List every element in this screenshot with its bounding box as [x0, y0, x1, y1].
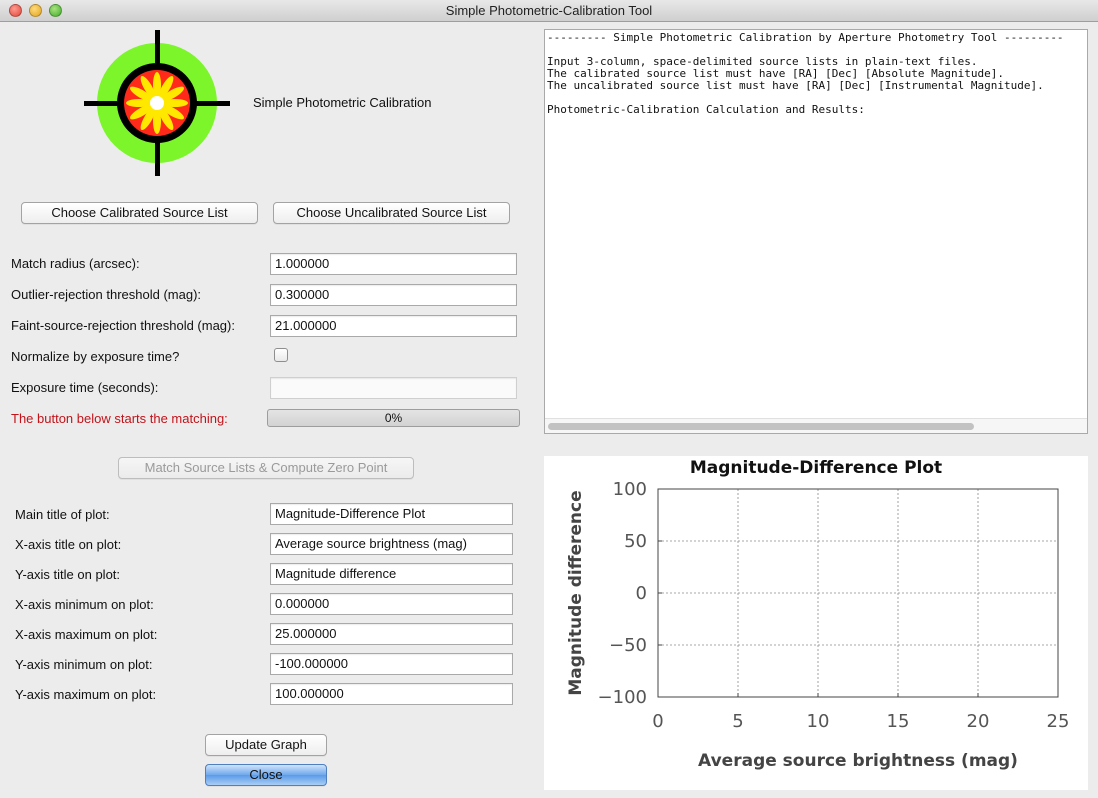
plot-canvas: 0 5 10 15 20 25 100 50 0 −50 −100 Magnitude-Differe…	[566, 458, 1070, 771]
y-tick-label: 50	[624, 531, 647, 552]
start-matching-label: The button below starts the matching:	[11, 411, 228, 426]
results-text-area[interactable]: --------- Simple Photometric Calibration…	[544, 29, 1088, 434]
yaxis-min-field[interactable]: -100.000000	[270, 653, 513, 675]
minimize-window-icon[interactable]	[29, 4, 42, 17]
exposure-time-label: Exposure time (seconds):	[11, 380, 159, 395]
faint-threshold-label: Faint-source-rejection threshold (mag):	[11, 318, 235, 333]
main-title-field[interactable]: Magnitude-Difference Plot	[270, 503, 513, 525]
yaxis-title-field[interactable]: Magnitude difference	[270, 563, 513, 585]
horizontal-scrollbar[interactable]	[545, 418, 1087, 433]
x-axis-title: Average source brightness (mag)	[698, 751, 1018, 771]
magnitude-difference-plot: 0 5 10 15 20 25 100 50 0 −50 −100 Magnitude-Differe…	[544, 456, 1088, 790]
xaxis-min-field[interactable]: 0.000000	[270, 593, 513, 615]
y-tick-label: −100	[598, 687, 647, 708]
yaxis-max-field[interactable]: 100.000000	[270, 683, 513, 705]
xaxis-max-field[interactable]: 25.000000	[270, 623, 513, 645]
y-tick-label: −50	[609, 635, 647, 656]
close-window-icon[interactable]	[9, 4, 22, 17]
results-text: --------- Simple Photometric Calibration…	[547, 31, 1064, 116]
zoom-window-icon[interactable]	[49, 4, 62, 17]
x-tick-label: 20	[967, 711, 990, 732]
x-tick-label: 0	[652, 711, 663, 732]
x-tick-label: 25	[1047, 711, 1070, 732]
target-logo-icon	[84, 30, 230, 176]
match-compute-button[interactable]: Match Source Lists & Compute Zero Point	[118, 457, 414, 479]
update-graph-button[interactable]: Update Graph	[205, 734, 327, 756]
match-radius-label: Match radius (arcsec):	[11, 256, 140, 271]
yaxis-min-label: Y-axis minimum on plot:	[15, 657, 153, 672]
xaxis-max-label: X-axis maximum on plot:	[15, 627, 158, 642]
app-heading: Simple Photometric Calibration	[253, 95, 432, 110]
xaxis-title-field[interactable]: Average source brightness (mag)	[270, 533, 513, 555]
window-titlebar: Simple Photometric-Calibration Tool	[0, 0, 1098, 22]
matching-progress-bar: 0%	[267, 409, 520, 427]
match-radius-field[interactable]: 1.000000	[270, 253, 517, 275]
progress-text: 0%	[384, 411, 403, 425]
xaxis-title-label: X-axis title on plot:	[15, 537, 122, 552]
window-title: Simple Photometric-Calibration Tool	[445, 3, 653, 18]
outlier-threshold-field[interactable]: 0.300000	[270, 284, 517, 306]
x-tick-label: 5	[732, 711, 743, 732]
scrollbar-thumb[interactable]	[548, 423, 974, 430]
x-tick-label: 15	[887, 711, 910, 732]
y-tick-label: 0	[636, 583, 647, 604]
plot-title: Magnitude-Difference Plot	[690, 458, 942, 478]
y-axis-title: Magnitude difference	[566, 490, 586, 695]
normalize-label: Normalize by exposure time?	[11, 349, 180, 364]
faint-threshold-field[interactable]: 21.000000	[270, 315, 517, 337]
exposure-time-field[interactable]	[270, 377, 517, 399]
main-title-label: Main title of plot:	[15, 507, 110, 522]
outlier-threshold-label: Outlier-rejection threshold (mag):	[11, 287, 202, 302]
y-tick-label: 100	[613, 479, 647, 500]
xaxis-min-label: X-axis minimum on plot:	[15, 597, 154, 612]
choose-calibrated-button[interactable]: Choose Calibrated Source List	[21, 202, 258, 224]
normalize-checkbox[interactable]	[274, 348, 288, 362]
yaxis-title-label: Y-axis title on plot:	[15, 567, 121, 582]
close-button[interactable]: Close	[205, 764, 327, 786]
x-tick-label: 10	[807, 711, 830, 732]
yaxis-max-label: Y-axis maximum on plot:	[15, 687, 157, 702]
choose-uncalibrated-button[interactable]: Choose Uncalibrated Source List	[273, 202, 510, 224]
